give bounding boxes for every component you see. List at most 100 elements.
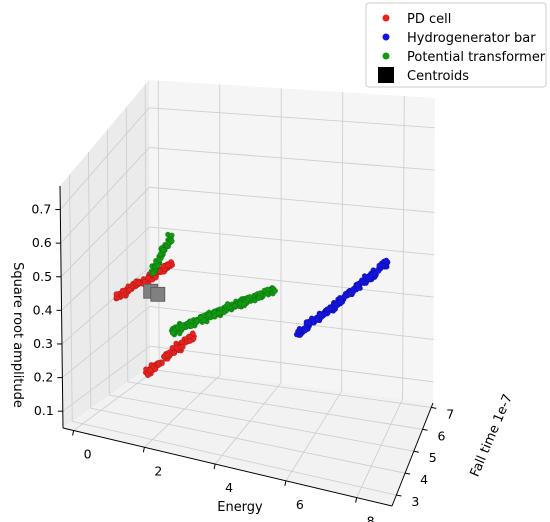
data-point: [206, 311, 213, 318]
data-point: [150, 270, 157, 276]
y-tick-label: 6: [438, 428, 446, 443]
data-point: [169, 238, 175, 244]
data-point: [147, 367, 154, 373]
data-point: [157, 251, 164, 257]
grid-lines: [59, 80, 435, 498]
y-tick-label: 7: [446, 406, 454, 421]
data-point: [190, 330, 196, 336]
legend-marker-circle: [382, 14, 390, 22]
x-tick-label: 0: [84, 447, 92, 462]
x-tick-mark: [142, 447, 145, 453]
data-point: [119, 287, 126, 294]
data-point: [169, 344, 176, 351]
x-tick-mark: [355, 497, 358, 503]
x-axis-label: Energy: [217, 500, 263, 515]
grid-line-y: [72, 420, 397, 496]
y-tick-mark: [396, 494, 402, 497]
grid-line-y: [109, 394, 414, 452]
data-point: [302, 327, 308, 334]
data-point: [332, 301, 338, 308]
y-tick-label: 5: [429, 450, 437, 465]
data-point: [264, 286, 271, 293]
data-point: [201, 317, 207, 323]
x-tick-label: 4: [225, 480, 233, 495]
data-point: [169, 232, 175, 239]
data-point: [215, 310, 222, 317]
grid-line-z: [149, 186, 435, 213]
grid-line-y: [69, 174, 73, 422]
data-point: [326, 306, 332, 312]
x-tick-label: 6: [296, 497, 304, 512]
grid-line-z: [60, 147, 150, 244]
grid-line-y: [127, 381, 423, 430]
back-pane: [149, 80, 435, 403]
data-point: [383, 257, 390, 264]
data-point: [187, 338, 193, 344]
legend: PD cell Hydrogenerator bar Potential trans…: [365, 2, 547, 88]
data-point: [359, 279, 366, 285]
legend-label: Hydrogenerator bar: [407, 31, 536, 46]
grid-line-y: [125, 107, 129, 382]
grid-line-z: [149, 226, 435, 256]
data-point: [164, 352, 170, 358]
x-tick-label: 8: [367, 514, 375, 522]
data-point: [354, 282, 361, 289]
z-axis-line: [59, 185, 64, 429]
grid-line-x: [73, 366, 160, 431]
axis-lines: [59, 185, 434, 507]
grid-line-y: [90, 407, 406, 474]
grid-line-y: [144, 84, 147, 369]
data-point: [338, 299, 344, 305]
data-point: [165, 262, 171, 268]
data-point: [303, 319, 310, 325]
z-tick-label: 0.3: [33, 336, 53, 351]
data-point: [367, 274, 373, 281]
y-tick-mark: [404, 472, 411, 475]
x-tick-mark: [72, 430, 75, 436]
data-point: [180, 344, 186, 350]
legend-marker-circle: [382, 52, 390, 60]
y-tick-label: 4: [420, 472, 428, 487]
legend-marker-square: [378, 67, 394, 83]
data-point: [256, 290, 263, 296]
data-point: [156, 257, 162, 263]
grid-line-y: [106, 129, 110, 396]
z-tick-label: 0.4: [33, 302, 53, 317]
data-point: [113, 291, 120, 297]
grid-line-z: [59, 107, 150, 210]
y-axis-label: Fall time 1e-7: [468, 392, 516, 479]
floor-pane: [63, 366, 433, 506]
grid-line-y: [87, 152, 92, 409]
y-tick-label: 3: [411, 494, 419, 509]
data-point: [231, 303, 238, 309]
data-point: [188, 323, 195, 329]
z-tick-label: 0.6: [32, 235, 52, 250]
data-point: [317, 312, 323, 318]
grid-line-x: [144, 374, 221, 448]
data-point: [376, 262, 382, 269]
data-point: [375, 268, 382, 274]
data-point: [135, 280, 142, 286]
legend-label: Centroids: [407, 69, 469, 84]
grid-line-x: [157, 80, 160, 368]
grid-line-y: [146, 368, 432, 408]
z-tick-label: 0.2: [33, 370, 53, 385]
data-point: [252, 297, 258, 304]
data-point: [225, 301, 231, 308]
legend-marker-circle: [382, 33, 390, 41]
data-point: [155, 360, 161, 366]
grid-line-x: [356, 398, 403, 498]
y-axis-line: [391, 402, 434, 507]
grid-line-x: [341, 92, 344, 392]
z-tick-label: 0.7: [31, 202, 51, 217]
data-point: [170, 330, 176, 336]
data-point: [155, 262, 161, 269]
data-point: [153, 274, 159, 281]
grid-line-z: [149, 345, 434, 383]
grid-line-z: [149, 147, 435, 171]
y-tick-mark: [422, 428, 428, 431]
grid-line-z: [149, 305, 434, 340]
z-tick-label: 0.5: [32, 269, 52, 284]
grid-line-x: [285, 390, 343, 482]
